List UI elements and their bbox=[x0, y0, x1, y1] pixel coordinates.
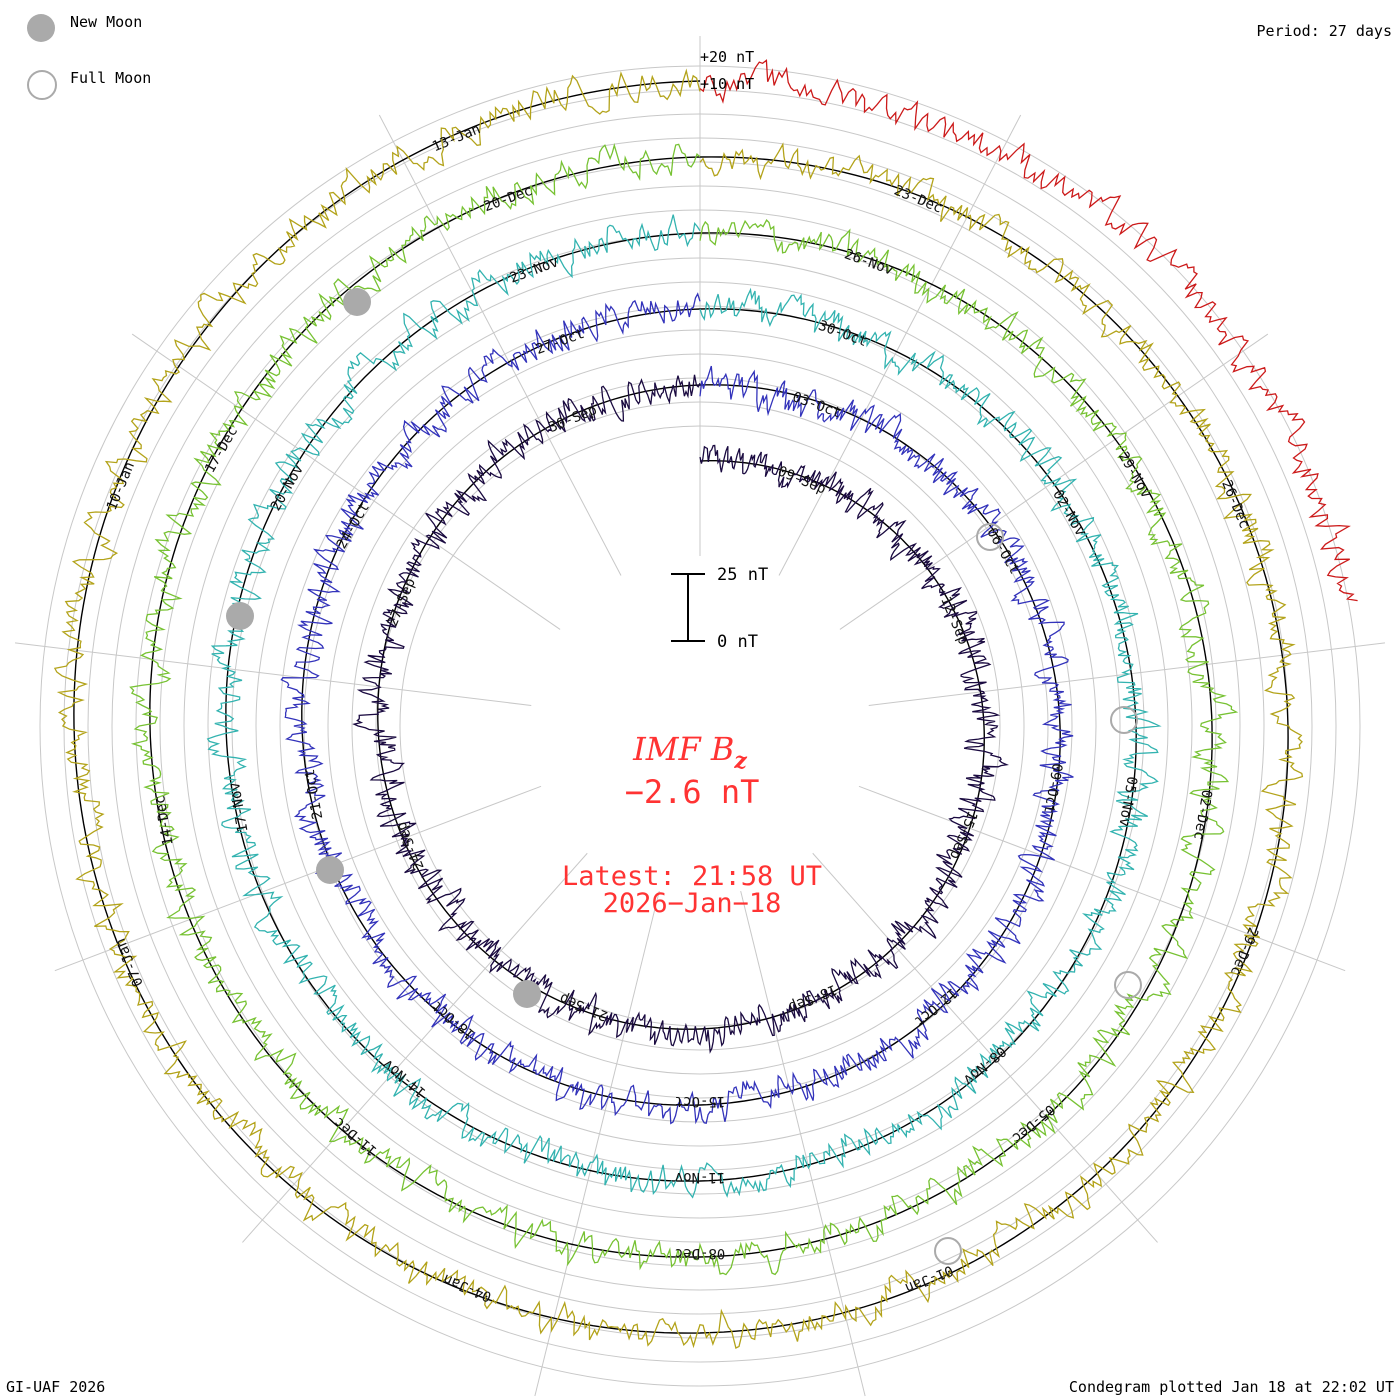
amp-tick-20: +20 nT bbox=[700, 48, 754, 66]
legend-full-moon-label: Full Moon bbox=[70, 69, 152, 87]
day-spoke bbox=[812, 852, 1158, 1243]
date-label: 21-Sep bbox=[557, 990, 610, 1024]
legend-new-moon-label: New Moon bbox=[70, 13, 143, 31]
date-label: 12-Sep bbox=[937, 594, 971, 647]
date-label: 18-Sep bbox=[786, 981, 839, 1015]
trace-rotation-5 bbox=[53, 68, 1304, 1349]
date-label: 08-Dec bbox=[675, 1245, 726, 1261]
full-moon-marker bbox=[1114, 971, 1142, 999]
amp-tick-10: +10 nT bbox=[700, 75, 754, 93]
date-label: 03-Oct bbox=[790, 389, 843, 421]
day-spoke bbox=[839, 333, 1269, 630]
day-spokes bbox=[14, 36, 1386, 1397]
date-label: 09-Oct bbox=[1040, 762, 1065, 815]
center-latest: Latest: 21:58 UT bbox=[562, 861, 822, 892]
trace-rotation-3 bbox=[206, 214, 1162, 1199]
date-label: 21-Oct bbox=[302, 768, 327, 821]
date-label: 02-Nov bbox=[1049, 487, 1088, 539]
date-label: 04-Jan bbox=[441, 1270, 494, 1304]
day-spoke bbox=[131, 333, 561, 630]
new-moon-marker bbox=[226, 602, 254, 630]
date-label: 11-Dec bbox=[331, 1114, 380, 1159]
date-label: 15-Oct bbox=[675, 1093, 726, 1109]
day-spoke bbox=[54, 785, 542, 972]
date-label: 26-Dec bbox=[1218, 478, 1252, 531]
date-label: 20-Dec bbox=[482, 183, 535, 215]
new-moon-marker bbox=[343, 288, 371, 316]
date-label: 14-Dec bbox=[152, 794, 177, 847]
data-traces bbox=[53, 59, 1358, 1349]
scale-top-label: 25 nT bbox=[717, 565, 768, 585]
trace-rotation-1 bbox=[352, 374, 1009, 1054]
day-spoke bbox=[858, 785, 1346, 972]
date-label: 15-Sep bbox=[946, 809, 980, 862]
full-moon-marker bbox=[976, 523, 1004, 551]
date-label: 13-Jan bbox=[430, 121, 483, 155]
credit-label: GI-UAF 2026 bbox=[6, 1378, 106, 1396]
new-moon-marker bbox=[316, 856, 344, 884]
date-label: 02-Dec bbox=[1190, 788, 1215, 841]
date-label: 27-Sep bbox=[385, 576, 419, 629]
day-spoke bbox=[378, 114, 622, 576]
date-label: 11-Nov bbox=[675, 1169, 726, 1185]
date-label: 24-Oct bbox=[334, 500, 373, 552]
plotted-label: Condegram plotted Jan 18 at 22:02 UT bbox=[1068, 1378, 1394, 1396]
new-moon-marker bbox=[513, 980, 541, 1008]
full-moon-icon bbox=[27, 70, 57, 100]
date-label: 27-Oct bbox=[534, 326, 587, 358]
day-spoke bbox=[740, 890, 866, 1397]
date-label: 30-Oct bbox=[816, 318, 869, 350]
day-spoke bbox=[534, 890, 660, 1397]
zero-baselines bbox=[73, 80, 1289, 1334]
center-title: IMF Bz bbox=[632, 730, 747, 774]
zero-baseline bbox=[73, 80, 1289, 1334]
date-labels: 09-Sep12-Sep15-Sep18-Sep21-Sep24-Sep27-S… bbox=[104, 121, 1261, 1304]
day-spoke bbox=[778, 114, 1022, 576]
moon-markers bbox=[226, 288, 1142, 1265]
full-moon-marker bbox=[934, 1237, 962, 1265]
date-label: 10-Jan bbox=[104, 460, 138, 513]
date-label: 29-Dec bbox=[1227, 925, 1261, 978]
trace-rotation-4 bbox=[129, 143, 1239, 1276]
center-value: −2.6 nT bbox=[625, 773, 760, 811]
scale-bottom-label: 0 nT bbox=[717, 632, 758, 652]
new-moon-icon bbox=[27, 14, 55, 42]
full-moon-marker bbox=[1110, 706, 1138, 734]
period-label: Period: 27 days bbox=[1256, 22, 1392, 40]
date-label: 17-Nov bbox=[227, 781, 252, 834]
date-label: 09-Sep bbox=[775, 463, 828, 497]
date-label: 30-Sep bbox=[546, 402, 599, 436]
scale-bar: 25 nT 0 nT bbox=[671, 565, 768, 652]
center-readout: IMF Bz −2.6 nT Latest: 21:58 UT 2026−Jan… bbox=[562, 730, 822, 919]
day-spoke bbox=[14, 642, 532, 707]
trace-rotation-6 bbox=[699, 59, 1358, 602]
trace-rotation-2 bbox=[280, 292, 1074, 1125]
center-date: 2026−Jan−18 bbox=[603, 888, 782, 919]
